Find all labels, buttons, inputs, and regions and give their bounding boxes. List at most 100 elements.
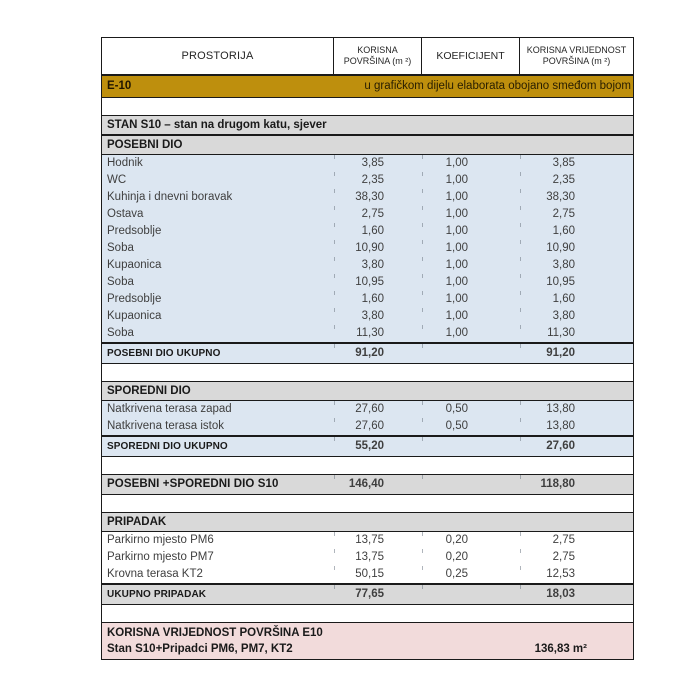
subtotal-label: UKUPNO PRIPADAK [107, 589, 207, 600]
table-row: Soba 10,90 1,00 10,90 [102, 240, 633, 257]
unit-banner-row: E-10 u grafičkom dijelu elaborata obojan… [102, 75, 633, 98]
table-row: Parkirno mjesto PM6 13,75 0,20 2,75 [102, 532, 633, 549]
spacer-row [102, 457, 633, 474]
subtotal-row: POSEBNI DIO UKUPNO 91,20 91,20 [102, 342, 633, 364]
table-row: Parkirno mjesto PM7 13,75 0,20 2,75 [102, 549, 633, 566]
subtotal-value-cell: 91,20 [546, 347, 575, 359]
subtotal-area-cell: 146,40 [348, 478, 384, 490]
coefficient-cell: 1,00 [445, 208, 468, 220]
area-cell: 27,60 [355, 403, 384, 415]
subtotal-row: SPOREDNI DIO UKUPNO 55,20 27,60 [102, 435, 633, 457]
subtotal-value-cell: 118,80 [540, 478, 575, 490]
coefficient-cell: 1,00 [445, 242, 468, 254]
value-area-cell: 13,80 [546, 403, 575, 415]
coefficient-cell: 0,20 [445, 551, 468, 563]
room-name-cell: Hodnik [107, 157, 143, 169]
value-area-cell: 1,60 [552, 225, 575, 237]
value-area-cell: 3,85 [552, 157, 575, 169]
section-label: SPOREDNI DIO [107, 385, 191, 397]
spacer-row [102, 495, 633, 512]
table-row: Kupaonica 3,80 1,00 3,80 [102, 308, 633, 325]
subtotal-value-cell: 27,60 [546, 440, 575, 452]
room-name-cell: Predsoblje [107, 293, 162, 305]
table-row: Kupaonica 3,80 1,00 3,80 [102, 257, 633, 274]
table-row: Predsoblje 1,60 1,00 1,60 [102, 291, 633, 308]
subtotal-label: POSEBNI +SPOREDNI DIO S10 [107, 478, 279, 490]
room-name-cell: Natkrivena terasa zapad [107, 403, 232, 415]
value-area-cell: 2,75 [552, 551, 575, 563]
coefficient-cell: 1,00 [445, 327, 468, 339]
coefficient-cell: 1,00 [445, 276, 468, 288]
section-label: STAN S10 – stan na drugom katu, sjever [107, 119, 327, 131]
coefficient-cell: 0,25 [445, 568, 468, 580]
area-calculation-table: PROSTORIJA KORISNA POVRŠINA (m ²) KOEFIC… [101, 37, 634, 660]
table-row: Hodnik 3,85 1,00 3,85 [102, 155, 633, 172]
coefficient-cell: 0,20 [445, 534, 468, 546]
room-name-cell: Kupaonica [107, 310, 162, 322]
column-header-korisna-povrsina: KORISNA POVRŠINA (m ²) [333, 37, 422, 75]
value-area-cell: 3,80 [552, 259, 575, 271]
table-row: Predsoblje 1,60 1,00 1,60 [102, 223, 633, 240]
table-header-row: PROSTORIJA KORISNA POVRŠINA (m ²) KOEFIC… [101, 37, 634, 75]
table-row: Krovna terasa KT2 50,15 0,25 12,53 [102, 566, 633, 583]
coefficient-cell: 1,00 [445, 191, 468, 203]
subtotal-coeff-cell [422, 585, 520, 604]
coefficient-cell: 1,00 [445, 310, 468, 322]
value-area-cell: 2,75 [552, 208, 575, 220]
spacer-row [102, 605, 633, 622]
value-area-cell: 1,60 [552, 293, 575, 305]
grand-total-title: KORISNA VRIJEDNOST POVRŠINA E10 [107, 627, 323, 639]
area-cell: 50,15 [355, 568, 384, 580]
rows-container: STAN S10 – stan na drugom katu, sjever PO… [102, 98, 633, 622]
room-name-cell: Soba [107, 242, 134, 254]
table-row: WC 2,35 1,00 2,35 [102, 172, 633, 189]
subtotal-area-cell: 91,20 [355, 347, 384, 359]
area-cell: 10,95 [355, 276, 384, 288]
value-area-cell: 2,35 [552, 174, 575, 186]
area-cell: 3,85 [361, 157, 384, 169]
section-header-row: PRIPADAK [102, 512, 633, 532]
grand-total-row: KORISNA VRIJEDNOST POVRŠINA E10 Stan S10… [102, 622, 633, 660]
coefficient-cell: 1,00 [445, 225, 468, 237]
value-area-cell: 10,95 [546, 276, 575, 288]
column-header-koeficijent: KOEFICIJENT [421, 37, 520, 75]
area-cell: 38,30 [355, 191, 384, 203]
table-row: Soba 10,95 1,00 10,95 [102, 274, 633, 291]
room-name-cell: Predsoblje [107, 225, 162, 237]
subtotal-label: POSEBNI DIO UKUPNO [107, 348, 221, 359]
room-name-cell: WC [107, 174, 127, 186]
room-name-cell: Parkirno mjesto PM7 [107, 551, 214, 563]
area-cell: 1,60 [361, 293, 384, 305]
subtotal-area-cell: 55,20 [355, 440, 384, 452]
subtotal-coeff-cell [422, 475, 520, 494]
unit-code: E-10 [107, 80, 132, 92]
subtotal-row: UKUPNO PRIPADAK 77,65 18,03 [102, 583, 633, 605]
table-row: Kuhinja i dnevni boravak 38,30 1,00 38,30 [102, 189, 633, 206]
column-header-korisna-vrijednost: KORISNA VRIJEDNOST POVRŠINA (m ²) [519, 37, 634, 75]
area-cell: 2,35 [361, 174, 384, 186]
room-name-cell: Soba [107, 276, 134, 288]
area-cell: 2,75 [361, 208, 384, 220]
coefficient-cell: 1,00 [445, 259, 468, 271]
area-cell: 1,60 [361, 225, 384, 237]
table-row: Ostava 2,75 1,00 2,75 [102, 206, 633, 223]
column-header-prostorija: PROSTORIJA [101, 37, 334, 75]
coefficient-cell: 1,00 [445, 293, 468, 305]
subtotal-combined-row: POSEBNI +SPOREDNI DIO S10 146,40 118,80 [102, 474, 633, 495]
value-area-cell: 11,30 [547, 327, 575, 339]
table-row: Natkrivena terasa zapad 27,60 0,50 13,80 [102, 401, 633, 418]
value-area-cell: 12,53 [546, 568, 575, 580]
subtotal-label: SPOREDNI DIO UKUPNO [107, 441, 228, 452]
spacer-row [102, 98, 633, 115]
area-cell: 13,75 [355, 551, 384, 563]
section-label: POSEBNI DIO [107, 139, 183, 151]
room-name-cell: Krovna terasa KT2 [107, 568, 203, 580]
grand-total-subtitle: Stan S10+Pripadci PM6, PM7, KT2 [107, 643, 293, 655]
section-label: PRIPADAK [107, 516, 167, 528]
value-area-cell: 38,30 [546, 191, 575, 203]
coefficient-cell: 0,50 [445, 403, 468, 415]
value-area-cell: 2,75 [552, 534, 575, 546]
room-name-cell: Kupaonica [107, 259, 162, 271]
coefficient-cell: 1,00 [445, 174, 468, 186]
